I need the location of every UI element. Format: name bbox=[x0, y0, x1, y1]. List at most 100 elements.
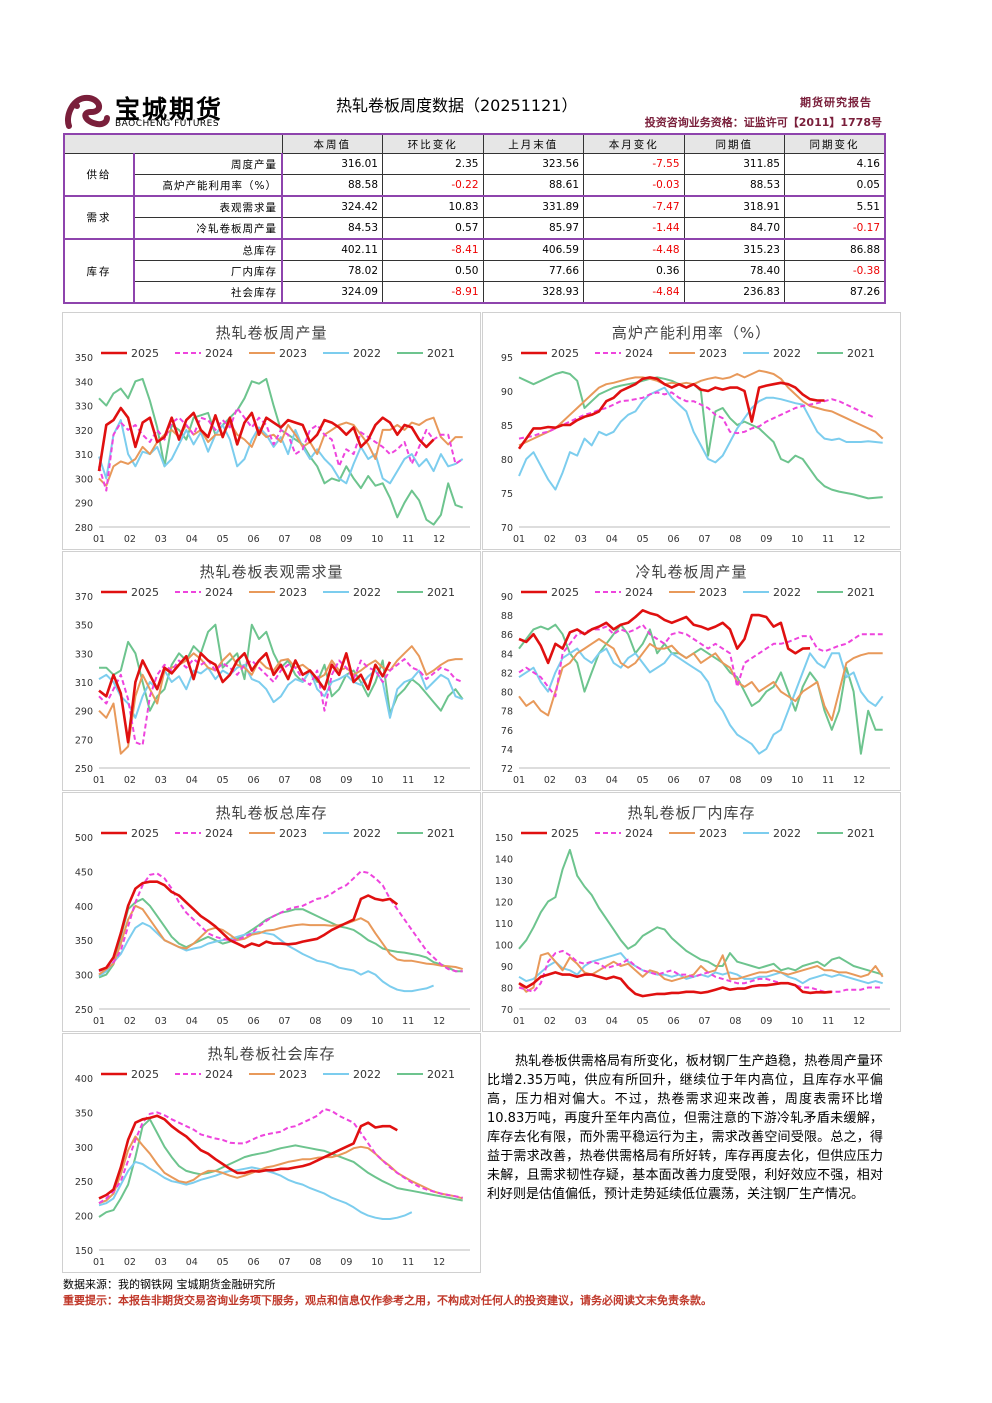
x-tick-label: 10 bbox=[371, 1257, 383, 1268]
x-tick-label: 09 bbox=[760, 1016, 772, 1027]
y-tick-label: 200 bbox=[75, 1212, 93, 1223]
legend-label: 2025 bbox=[551, 827, 579, 840]
series-line-2024 bbox=[98, 870, 463, 973]
table-cell: 85.97 bbox=[482, 217, 584, 240]
company-logo: 宝城期货 BAOCHENG FUTURES bbox=[63, 92, 283, 132]
series-line-2024 bbox=[518, 623, 883, 698]
series-line-2024 bbox=[98, 1108, 463, 1205]
y-tick-label: 350 bbox=[75, 353, 93, 364]
y-tick-label: 290 bbox=[75, 499, 93, 510]
series-line-2024 bbox=[98, 658, 464, 747]
series-line-2023 bbox=[518, 369, 884, 447]
legend-label: 2021 bbox=[427, 1068, 455, 1081]
report-type: 期货研究报告 bbox=[800, 96, 872, 109]
analysis-text: 热轧卷板供需格局有所变化，板材钢厂生产趋稳，热卷周产量环比增2.35万吨，供应有… bbox=[487, 1054, 883, 1202]
series-line-2025 bbox=[517, 376, 825, 450]
y-tick-label: 310 bbox=[75, 678, 93, 689]
x-tick-label: 05 bbox=[637, 534, 649, 545]
legend-label: 2024 bbox=[625, 827, 653, 840]
series-line-2023 bbox=[98, 645, 463, 755]
table-cell: 4.16 bbox=[784, 153, 886, 175]
legend-label: 2025 bbox=[131, 827, 159, 840]
x-tick-label: 08 bbox=[309, 534, 321, 545]
y-tick-label: 110 bbox=[495, 919, 513, 930]
x-tick-label: 11 bbox=[822, 775, 834, 786]
table-cell: 84.53 bbox=[281, 217, 383, 240]
table-cell: 78.02 bbox=[281, 260, 383, 282]
x-tick-label: 05 bbox=[637, 1016, 649, 1027]
legend-label: 2023 bbox=[699, 586, 727, 599]
table-header-cell: 本月变化 bbox=[583, 133, 685, 154]
table-header-cell: 上月末值 bbox=[482, 133, 584, 154]
table-cell: 328.93 bbox=[482, 281, 584, 304]
x-tick-label: 07 bbox=[698, 775, 710, 786]
y-tick-label: 130 bbox=[495, 876, 513, 887]
table-row: 需求 表观需求量 324.42 10.83 331.89 -7.47 318.91 5.51 bbox=[63, 195, 886, 240]
x-tick-label: 04 bbox=[606, 775, 618, 786]
table-row: 库存 总库存 402.11 -8.41 406.59 -4.48 315.23 86.88 bbox=[63, 238, 886, 304]
series-line-2025 bbox=[98, 1114, 398, 1200]
y-tick-label: 250 bbox=[75, 1177, 93, 1188]
table-header-row: 本周值 环比变化 上月末值 本月变化 同期值 同期变化 bbox=[63, 133, 886, 154]
table-cell: 86.88 bbox=[784, 238, 886, 261]
table-group-label: 库存 bbox=[63, 238, 135, 304]
table-cell: -0.38 bbox=[784, 260, 886, 282]
y-tick-label: 85 bbox=[501, 421, 513, 432]
x-tick-label: 08 bbox=[729, 534, 741, 545]
y-tick-label: 400 bbox=[75, 902, 93, 913]
x-tick-label: 04 bbox=[606, 1016, 618, 1027]
legend-label: 2021 bbox=[847, 827, 875, 840]
x-tick-label: 06 bbox=[248, 775, 260, 786]
y-tick-label: 78 bbox=[501, 707, 513, 718]
x-tick-label: 04 bbox=[186, 534, 198, 545]
legend-label: 2022 bbox=[773, 827, 801, 840]
series-line-2023 bbox=[98, 904, 463, 976]
x-tick-label: 06 bbox=[668, 775, 680, 786]
x-tick-label: 08 bbox=[309, 1016, 321, 1027]
legend-label: 2025 bbox=[551, 586, 579, 599]
x-tick-label: 07 bbox=[278, 775, 290, 786]
x-tick-label: 02 bbox=[124, 534, 136, 545]
series-line-2025 bbox=[98, 652, 392, 744]
table-cell: 5.51 bbox=[784, 195, 886, 218]
table-cell: 0.05 bbox=[784, 174, 886, 197]
series-line-2021 bbox=[99, 623, 464, 715]
y-tick-label: 500 bbox=[75, 833, 93, 844]
x-tick-label: 06 bbox=[248, 1016, 260, 1027]
y-tick-label: 350 bbox=[75, 936, 93, 947]
x-tick-label: 10 bbox=[371, 534, 383, 545]
legend-label: 2022 bbox=[353, 1068, 381, 1081]
disclaimer: 重要提示：本报告非期货交易咨询业务项下服务，观点和信息仅作参考之用，不构成对任何… bbox=[63, 1294, 712, 1307]
chart-demand: 热轧卷板表观需求量 2025 2024 2023 2022 2021 250 270 290 31… bbox=[62, 551, 481, 791]
chart-demand-svg: 热轧卷板表观需求量 2025 2024 2023 2022 2021 250 270 290 31… bbox=[75, 563, 470, 786]
table-cell: 323.56 bbox=[482, 153, 584, 175]
chart-title: 热轧卷板厂内库存 bbox=[627, 804, 755, 822]
x-tick-label: 01 bbox=[513, 775, 525, 786]
legend-label: 2022 bbox=[353, 586, 381, 599]
legend-label: 2021 bbox=[427, 827, 455, 840]
table-cell: 78.40 bbox=[683, 260, 785, 282]
series-line-2025 bbox=[97, 406, 435, 472]
table-cell: 88.61 bbox=[482, 174, 584, 197]
y-tick-label: 300 bbox=[75, 474, 93, 485]
legend-label: 2024 bbox=[205, 586, 233, 599]
table-cell: 315.23 bbox=[683, 238, 785, 261]
x-tick-label: 08 bbox=[309, 775, 321, 786]
y-tick-label: 300 bbox=[75, 971, 93, 982]
x-tick-label: 05 bbox=[637, 775, 649, 786]
legend-label: 2021 bbox=[847, 347, 875, 360]
chart-hot-output-svg: 热轧卷板周产量 2025 2024 2023 2022 2021 280 290 300 310 3… bbox=[75, 324, 470, 545]
x-tick-label: 10 bbox=[371, 775, 383, 786]
y-tick-label: 86 bbox=[501, 630, 513, 641]
x-tick-label: 09 bbox=[340, 534, 352, 545]
x-tick-label: 12 bbox=[433, 775, 445, 786]
y-tick-label: 310 bbox=[75, 450, 93, 461]
chart-mill-stock: 热轧卷板厂内库存 2025 2024 2023 2022 2021 70 80 90 100 110… bbox=[482, 792, 901, 1032]
x-tick-label: 12 bbox=[433, 534, 445, 545]
table-cell: 10.83 bbox=[382, 195, 484, 218]
table-group-label: 需求 bbox=[63, 195, 135, 240]
series-line-2022 bbox=[98, 922, 434, 993]
chart-social-stock-svg: 热轧卷板社会库存 2025 2024 2023 2022 2021 150 200 250 300… bbox=[75, 1045, 470, 1268]
y-tick-label: 80 bbox=[501, 455, 513, 466]
y-tick-label: 100 bbox=[495, 941, 513, 952]
